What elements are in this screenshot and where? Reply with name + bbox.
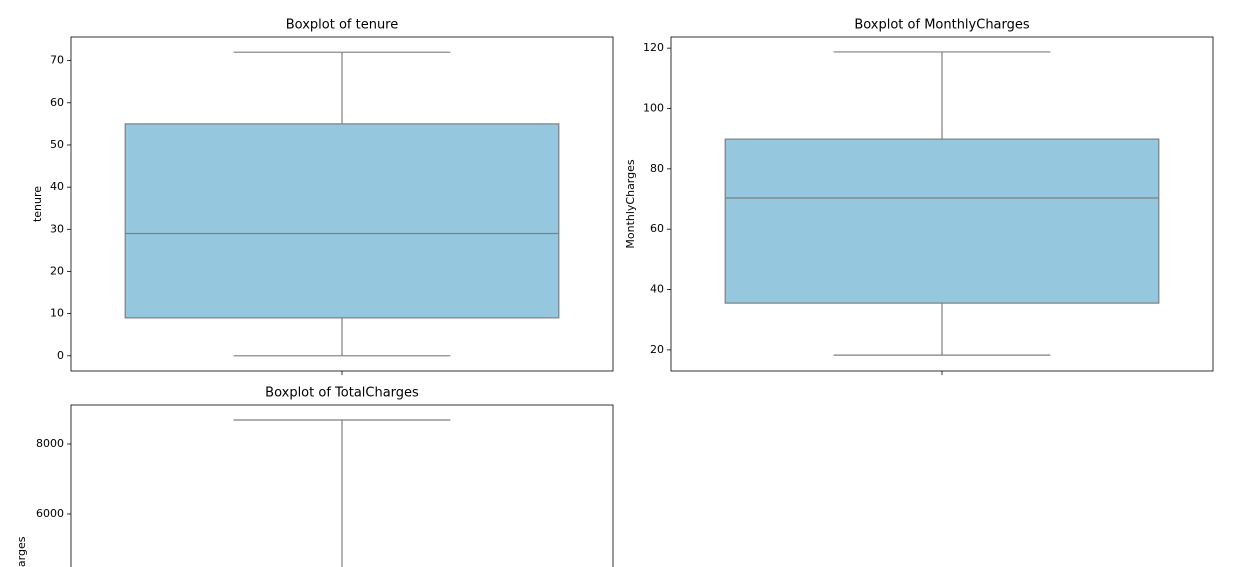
y-tick-label: 100: [643, 102, 664, 115]
y-tick-label: 50: [50, 138, 64, 151]
axes-frame: [70, 404, 614, 567]
y-tick-label: 20: [50, 264, 64, 277]
box: [124, 123, 560, 319]
y-tick-label: 6000: [36, 507, 64, 520]
y-tick-label: 0: [57, 349, 64, 362]
y-tick-label: 30: [50, 222, 64, 235]
y-axis-label: tenure: [31, 186, 44, 222]
y-tick-label: 80: [650, 162, 664, 175]
y-tick-label: 120: [643, 41, 664, 54]
y-tick-label: 40: [50, 180, 64, 193]
y-tick-label: 60: [50, 96, 64, 109]
chart-title: Boxplot of tenure: [286, 18, 399, 33]
y-tick-label: 40: [650, 283, 664, 296]
box: [724, 138, 1160, 304]
y-axis-label: MonthlyCharges: [624, 159, 637, 249]
chart-title: Boxplot of TotalCharges: [265, 386, 419, 401]
y-tick-label: 8000: [36, 437, 64, 450]
y-tick-label: 10: [50, 307, 64, 320]
y-tick-label: 20: [650, 343, 664, 356]
y-tick-label: 60: [650, 222, 664, 235]
chart-title: Boxplot of MonthlyCharges: [854, 18, 1030, 33]
y-tick-label: 70: [50, 54, 64, 67]
y-axis-label: TotalCharges: [15, 536, 28, 567]
axes-frame: [70, 36, 614, 372]
axes-frame: [670, 36, 1214, 372]
